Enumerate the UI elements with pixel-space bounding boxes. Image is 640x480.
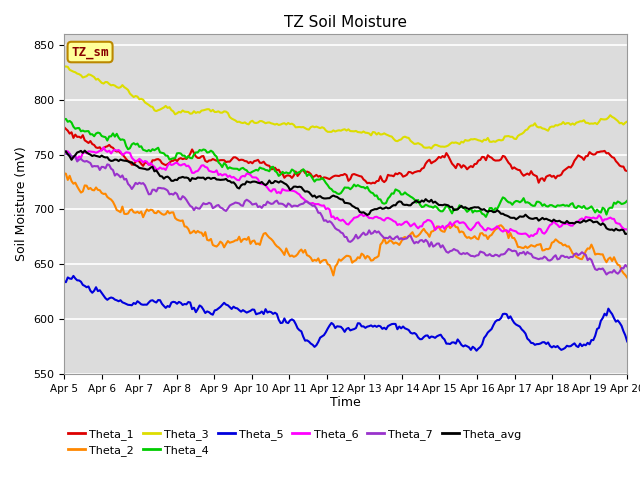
Theta_1 — [396, 170, 403, 176]
Theta_2 — [405, 234, 413, 240]
Theta_5 — [539, 339, 547, 345]
Theta_avg — [62, 148, 70, 154]
Theta_7 — [405, 233, 413, 239]
Theta_4 — [623, 198, 631, 204]
Theta_6 — [396, 221, 403, 227]
Line: Theta_6: Theta_6 — [64, 147, 627, 237]
Theta_4 — [62, 116, 70, 122]
Line: Theta_3: Theta_3 — [64, 67, 627, 148]
Theta_avg — [81, 148, 88, 154]
Theta_3 — [407, 138, 415, 144]
Theta_1 — [573, 155, 580, 161]
Theta_5 — [70, 273, 77, 279]
Theta_2 — [535, 242, 543, 248]
Theta_5 — [623, 338, 631, 344]
Theta_6 — [397, 222, 405, 228]
Theta_1 — [537, 176, 545, 181]
Line: Theta_5: Theta_5 — [64, 276, 627, 351]
Theta_6 — [525, 234, 533, 240]
Theta_avg — [537, 216, 545, 222]
Legend: Theta_1, Theta_2, Theta_3, Theta_4, Theta_5, Theta_6, Theta_7, Theta_avg: Theta_1, Theta_2, Theta_3, Theta_4, Thet… — [64, 424, 525, 460]
Theta_3 — [396, 137, 403, 143]
Theta_4 — [397, 192, 405, 197]
Theta_6 — [100, 144, 108, 150]
Theta_3 — [397, 136, 405, 142]
Theta_2 — [62, 171, 70, 177]
Theta_4 — [396, 189, 403, 194]
Theta_6 — [539, 230, 547, 236]
Theta_2 — [571, 252, 579, 257]
Theta_5 — [574, 344, 582, 350]
Theta_5 — [397, 325, 405, 331]
Line: Theta_avg: Theta_avg — [64, 151, 627, 234]
Theta_6 — [574, 218, 582, 224]
Theta_1 — [407, 169, 415, 175]
Theta_avg — [396, 199, 403, 204]
Theta_7 — [603, 272, 611, 277]
Theta_2 — [60, 170, 68, 176]
Theta_7 — [60, 149, 68, 155]
Theta_7 — [571, 252, 579, 257]
Theta_3 — [64, 64, 72, 70]
Theta_2 — [623, 275, 631, 280]
Theta_5 — [396, 324, 403, 329]
Theta_4 — [60, 117, 68, 122]
Theta_avg — [573, 219, 580, 225]
Theta_5 — [473, 348, 481, 354]
Theta_6 — [623, 227, 631, 232]
Theta_avg — [397, 199, 405, 204]
Theta_avg — [60, 149, 68, 155]
Theta_3 — [623, 119, 631, 124]
Theta_7 — [394, 233, 401, 239]
Theta_4 — [539, 203, 547, 209]
Theta_5 — [407, 330, 415, 336]
Theta_7 — [62, 151, 70, 157]
Theta_7 — [535, 256, 543, 262]
X-axis label: Time: Time — [330, 396, 361, 408]
Theta_5 — [60, 278, 68, 284]
Theta_7 — [396, 237, 403, 242]
Text: TZ_sm: TZ_sm — [71, 46, 109, 59]
Theta_6 — [60, 149, 68, 155]
Theta_5 — [62, 279, 70, 285]
Theta_2 — [394, 240, 401, 246]
Line: Theta_2: Theta_2 — [64, 173, 627, 277]
Theta_avg — [407, 203, 415, 208]
Title: TZ Soil Moisture: TZ Soil Moisture — [284, 15, 407, 30]
Theta_6 — [62, 148, 70, 154]
Line: Theta_7: Theta_7 — [64, 152, 627, 275]
Theta_1 — [367, 180, 375, 186]
Theta_2 — [396, 242, 403, 248]
Y-axis label: Soil Moisture (mV): Soil Moisture (mV) — [15, 146, 28, 262]
Theta_1 — [62, 126, 70, 132]
Theta_3 — [539, 126, 547, 132]
Theta_3 — [62, 64, 70, 70]
Theta_1 — [623, 168, 631, 174]
Line: Theta_1: Theta_1 — [64, 127, 627, 183]
Theta_4 — [482, 214, 490, 220]
Line: Theta_4: Theta_4 — [64, 119, 627, 217]
Theta_avg — [623, 231, 631, 237]
Theta_3 — [428, 145, 435, 151]
Theta_1 — [60, 124, 68, 130]
Theta_4 — [574, 203, 582, 209]
Theta_avg — [621, 231, 629, 237]
Theta_3 — [60, 64, 68, 70]
Theta_6 — [407, 224, 415, 229]
Theta_4 — [64, 119, 72, 125]
Theta_3 — [574, 119, 582, 125]
Theta_7 — [623, 264, 631, 270]
Theta_1 — [397, 171, 405, 177]
Theta_4 — [407, 194, 415, 200]
